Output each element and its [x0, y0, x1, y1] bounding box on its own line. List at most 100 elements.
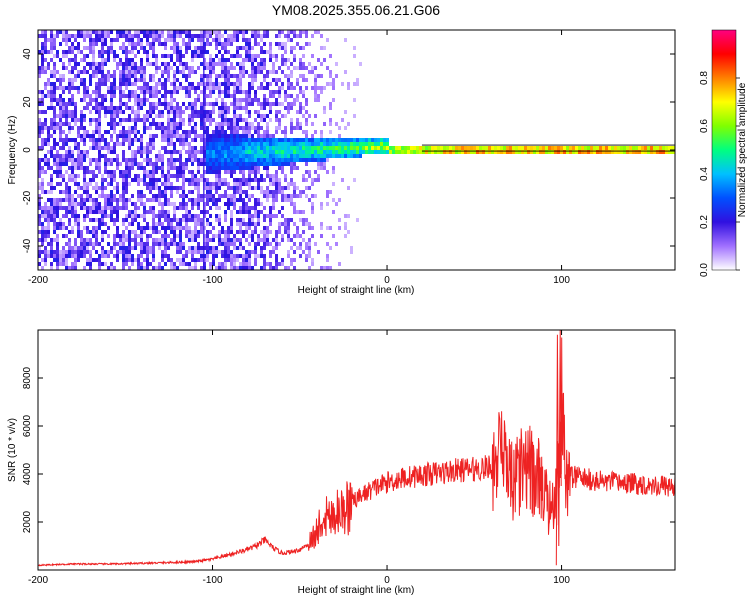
spectrogram-cell [326, 82, 329, 86]
spectrogram-cell [173, 134, 176, 138]
spectrogram-cell [164, 150, 167, 154]
spectrogram-cell [179, 106, 182, 110]
spectrogram-cell [158, 82, 161, 86]
spectrogram-cell [38, 230, 41, 234]
spectrogram-cell [107, 170, 110, 174]
spectrogram-cell [224, 166, 227, 170]
spectrogram-cell [239, 106, 242, 110]
spectrogram-cell [170, 174, 173, 178]
spectrogram-cell [344, 142, 347, 146]
spectrogram-cell [152, 206, 155, 210]
spectrogram-cell [212, 170, 215, 174]
spectrogram-cell [221, 230, 224, 234]
spectrogram-cell [230, 226, 233, 230]
spectrogram-cell [149, 210, 152, 214]
spectrogram-cell [158, 210, 161, 214]
spectrogram-cell [668, 146, 671, 150]
spectrogram-cell [248, 222, 251, 226]
spectrogram-cell [257, 158, 260, 162]
spectrogram-cell [134, 118, 137, 122]
spectrogram-cell [110, 210, 113, 214]
spectrogram-cell [137, 266, 140, 270]
spectrogram-cell [248, 54, 251, 58]
spectrogram-cell [266, 86, 269, 90]
spectrogram-cell [191, 86, 194, 90]
spectrogram-cell [164, 178, 167, 182]
spectrogram-cell [140, 30, 143, 34]
spectrogram-cell [251, 86, 254, 90]
spectrogram-cell [167, 226, 170, 230]
spectrogram-cell [233, 190, 236, 194]
spectrogram-cell [134, 70, 137, 74]
spectrogram-cell [212, 238, 215, 242]
spectrogram-cell [206, 74, 209, 78]
spectrogram-cell [89, 158, 92, 162]
spectrogram-cell [275, 198, 278, 202]
spectrogram-cell [158, 222, 161, 226]
spectrogram-cell [149, 158, 152, 162]
spectrogram-cell [248, 134, 251, 138]
spectrogram-cell [302, 150, 305, 154]
spectrogram-cell [194, 230, 197, 234]
spectrogram-cell [239, 182, 242, 186]
spectrogram-cell [269, 230, 272, 234]
spectrogram-cell [182, 86, 185, 90]
spectrogram-cell [326, 150, 329, 154]
spectrogram-cell [80, 234, 83, 238]
spectrogram-cell [260, 46, 263, 50]
spectrogram-cell [212, 102, 215, 106]
spectrogram-cell [209, 166, 212, 170]
spectrogram-cell [350, 154, 353, 158]
spectrogram-cell [596, 146, 599, 150]
spectrogram-cell [242, 74, 245, 78]
spectrogram-cell [59, 206, 62, 210]
spectrogram-cell [209, 150, 212, 154]
spectrogram-cell [320, 202, 323, 206]
spectrogram-cell [254, 178, 257, 182]
spectrogram-cell [68, 150, 71, 154]
spectrogram-cell [224, 194, 227, 198]
spectrogram-cell [464, 150, 467, 154]
spectrogram-cell [146, 30, 149, 34]
spectrogram-cell [242, 66, 245, 70]
spectrogram-cell [77, 150, 80, 154]
spectrogram-cell [269, 222, 272, 226]
spectrogram-cell [266, 138, 269, 142]
spectrogram-cell [191, 202, 194, 206]
spectrogram-cell [77, 42, 80, 46]
spectrogram-cell [170, 190, 173, 194]
spectrogram-cell [155, 102, 158, 106]
spectrogram-cell [185, 206, 188, 210]
spectrogram-cell [71, 98, 74, 102]
spectrogram-cell [485, 150, 488, 154]
spectrogram-cell [38, 194, 41, 198]
spectrogram-cell [113, 186, 116, 190]
spectrogram-cell [254, 174, 257, 178]
spectrogram-cell [239, 146, 242, 150]
spectrogram-cell [107, 30, 110, 34]
spectrogram-cell [98, 110, 101, 114]
spectrogram-cell [245, 98, 248, 102]
spectrogram-cell [284, 98, 287, 102]
spectrogram-cell [209, 58, 212, 62]
spectrogram-cell [254, 226, 257, 230]
spectrogram-cell [335, 154, 338, 158]
spectrogram-cell [233, 102, 236, 106]
spectrogram-cell [161, 182, 164, 186]
spectrogram-cell [116, 186, 119, 190]
spectrogram-cell [98, 114, 101, 118]
spectrogram-cell [62, 86, 65, 90]
spectrogram-cell [305, 86, 308, 90]
spectrogram-cell [197, 218, 200, 222]
spectrogram-cell [38, 214, 41, 218]
spectrogram-cell [269, 42, 272, 46]
spectrogram-cell [65, 110, 68, 114]
spectrogram-cell [230, 238, 233, 242]
spectrogram-cell [323, 146, 326, 150]
spectrogram-cell [140, 238, 143, 242]
spectrogram-cell [254, 54, 257, 58]
spectrogram-cell [182, 214, 185, 218]
spectrogram-cell [329, 154, 332, 158]
spectrogram-cell [317, 58, 320, 62]
